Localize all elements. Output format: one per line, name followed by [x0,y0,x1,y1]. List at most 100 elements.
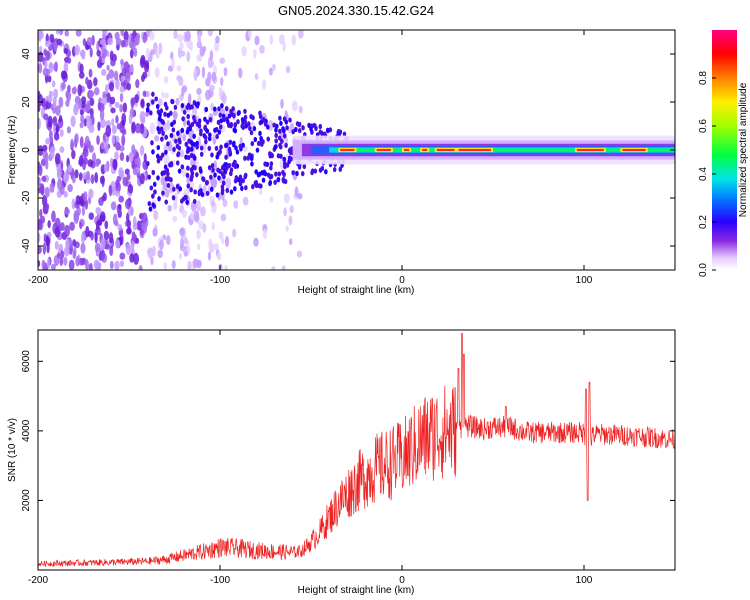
heatmap-cell [309,126,313,132]
heatmap-cell [190,104,194,110]
snr-series-line [38,333,675,568]
heatmap-cell [193,165,197,171]
heatmap-cell [237,110,241,116]
x-tick-label: -100 [210,575,230,586]
heatmap-cell [121,134,126,147]
heatmap-cell [88,212,95,220]
heatmap-cell [282,128,286,134]
heatmap-cell [187,138,191,144]
heatmap-cell [99,38,106,46]
heatmap-cell [173,104,178,111]
heatmap-cell [190,121,195,128]
heatmap-cell [310,169,314,176]
heatmap-cell [90,231,94,241]
heatmap-cell [159,239,164,250]
heatmap-cell [100,214,106,223]
heatmap-cell [218,86,223,99]
heatmap-cell [39,45,43,53]
heatmap-cell [132,222,138,231]
heatmap-cell [158,112,162,118]
heatmap-cell [217,106,221,112]
heatmap-cell [202,142,207,154]
heatmap-cell [262,228,267,240]
heatmap-cell [122,176,129,187]
heatmap-cell [145,47,150,58]
heatmap-cell [208,116,213,123]
heatmap-cell [50,263,56,270]
heatmap-cell [229,189,234,195]
heatmap-cell [141,221,147,231]
heatmap-cell [172,201,178,211]
heatmap-cell [93,77,98,87]
heatmap-cell [105,125,112,137]
heatmap-cell [54,240,59,250]
heatmap-cell [119,235,124,246]
heatmap-cell [159,155,163,161]
heatmap-cell [63,61,69,74]
heatmap-cell [79,109,84,116]
heatmap-cell [113,70,119,81]
heatmap-cell [147,200,152,207]
heatmap-cell [84,135,90,146]
heatmap-cell [196,87,202,95]
heatmap-cell [233,122,237,128]
heatmap-cell [261,139,265,145]
heatmap-cell [302,163,307,170]
heatmap-cell [38,176,41,186]
heatmap-cell [199,46,205,57]
heatmap-cell [66,126,71,134]
heatmap-cell [169,132,174,139]
heatmap-cell [268,151,272,157]
heatmap-cell [142,34,147,44]
heatmap-cell [108,232,114,244]
heatmap-cell [159,108,164,114]
heatmap-cell [175,97,180,106]
heatmap-cell [201,176,206,183]
heatmap-cell [261,117,266,123]
heatmap-cell [180,164,185,170]
heatmap-cell [183,236,188,245]
heatmap-cell [209,174,213,180]
heatmap-cell [288,156,293,162]
heatmap-cell [180,102,185,109]
heatmap-cell [179,227,185,236]
heatmap-cell [202,223,207,233]
heatmap-cell [73,209,80,222]
heatmap-cell [59,128,64,137]
heatmap-cell [41,259,46,269]
colorbar-label: Normalized spectral amplitude [738,82,749,217]
heatmap-cell [282,133,287,139]
heatmap-cell [219,144,223,150]
heatmap-cell [109,96,116,105]
colorbar-tick-label: 0.8 [698,71,709,85]
heatmap-cell [154,96,158,102]
heatmap-cell [174,138,178,144]
heatmap-cell [204,139,208,145]
heatmap-cell [86,36,93,47]
heatmap-cell [218,231,224,240]
heatmap-cell [185,104,190,111]
heatmap-cell [108,81,115,92]
heatmap-cell [56,38,63,46]
heatmap-cell [224,154,228,160]
heatmap-cell [63,256,68,266]
heatmap-cell [207,30,214,37]
heatmap-cell [125,198,131,210]
heatmap-cell [186,165,190,171]
heatmap-cell [318,167,323,173]
heatmap-cell [48,129,53,142]
heatmap-cell [285,65,291,74]
x-tick-label: -100 [210,275,230,286]
heatmap-cell [65,239,70,251]
heatmap-cell [186,113,190,120]
heatmap-cell [54,152,61,165]
heatmap-cell [162,170,167,176]
heatmap-cell [121,112,127,125]
heatmap-cell [41,175,47,182]
heatmap-cell [74,133,79,144]
heatmap-cell [258,110,262,116]
heatmap-cell [132,167,138,176]
heatmap-cell [152,227,158,237]
heatmap-cell [117,224,123,231]
